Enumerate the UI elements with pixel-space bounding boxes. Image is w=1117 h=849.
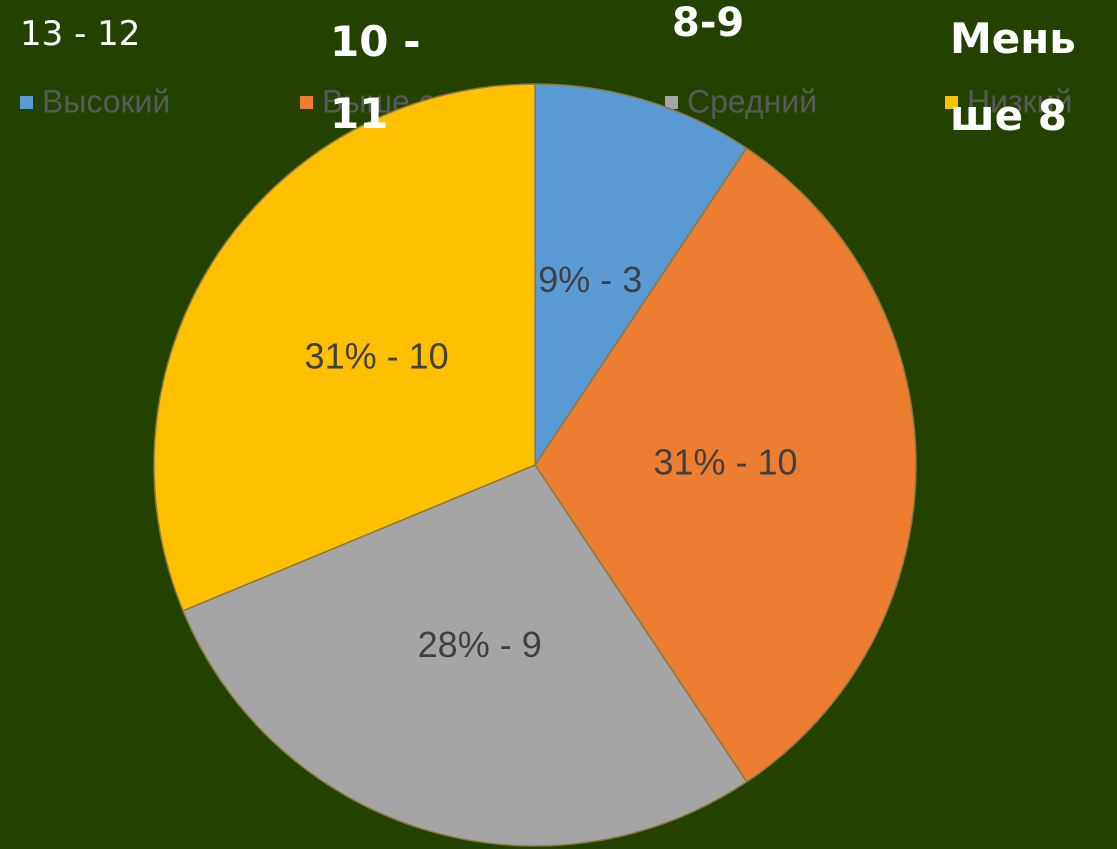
data-label: 31% - 10 <box>653 442 797 483</box>
annotation: 8-9 <box>672 0 745 46</box>
data-label: 31% - 10 <box>305 336 449 377</box>
annotation: 10 - 11 <box>330 17 421 138</box>
pie-slice <box>534 83 748 468</box>
annotation: Меньше 8 <box>950 14 1076 140</box>
legend-swatch <box>945 96 958 109</box>
legend-swatch <box>665 96 678 109</box>
data-label: 28% - 9 <box>418 624 542 665</box>
data-label: 9% - 3 <box>538 259 642 300</box>
legend-swatch <box>300 96 313 109</box>
pie-slice <box>153 83 536 612</box>
legend-label: Низкий <box>967 83 1072 119</box>
legend-label: Средний <box>687 83 817 119</box>
annotation: 13 - 12 <box>20 14 141 54</box>
pie-slice <box>534 147 917 783</box>
pie-slice <box>182 464 748 847</box>
legend-label: Высокий <box>42 83 170 119</box>
legend-swatch <box>20 96 33 109</box>
